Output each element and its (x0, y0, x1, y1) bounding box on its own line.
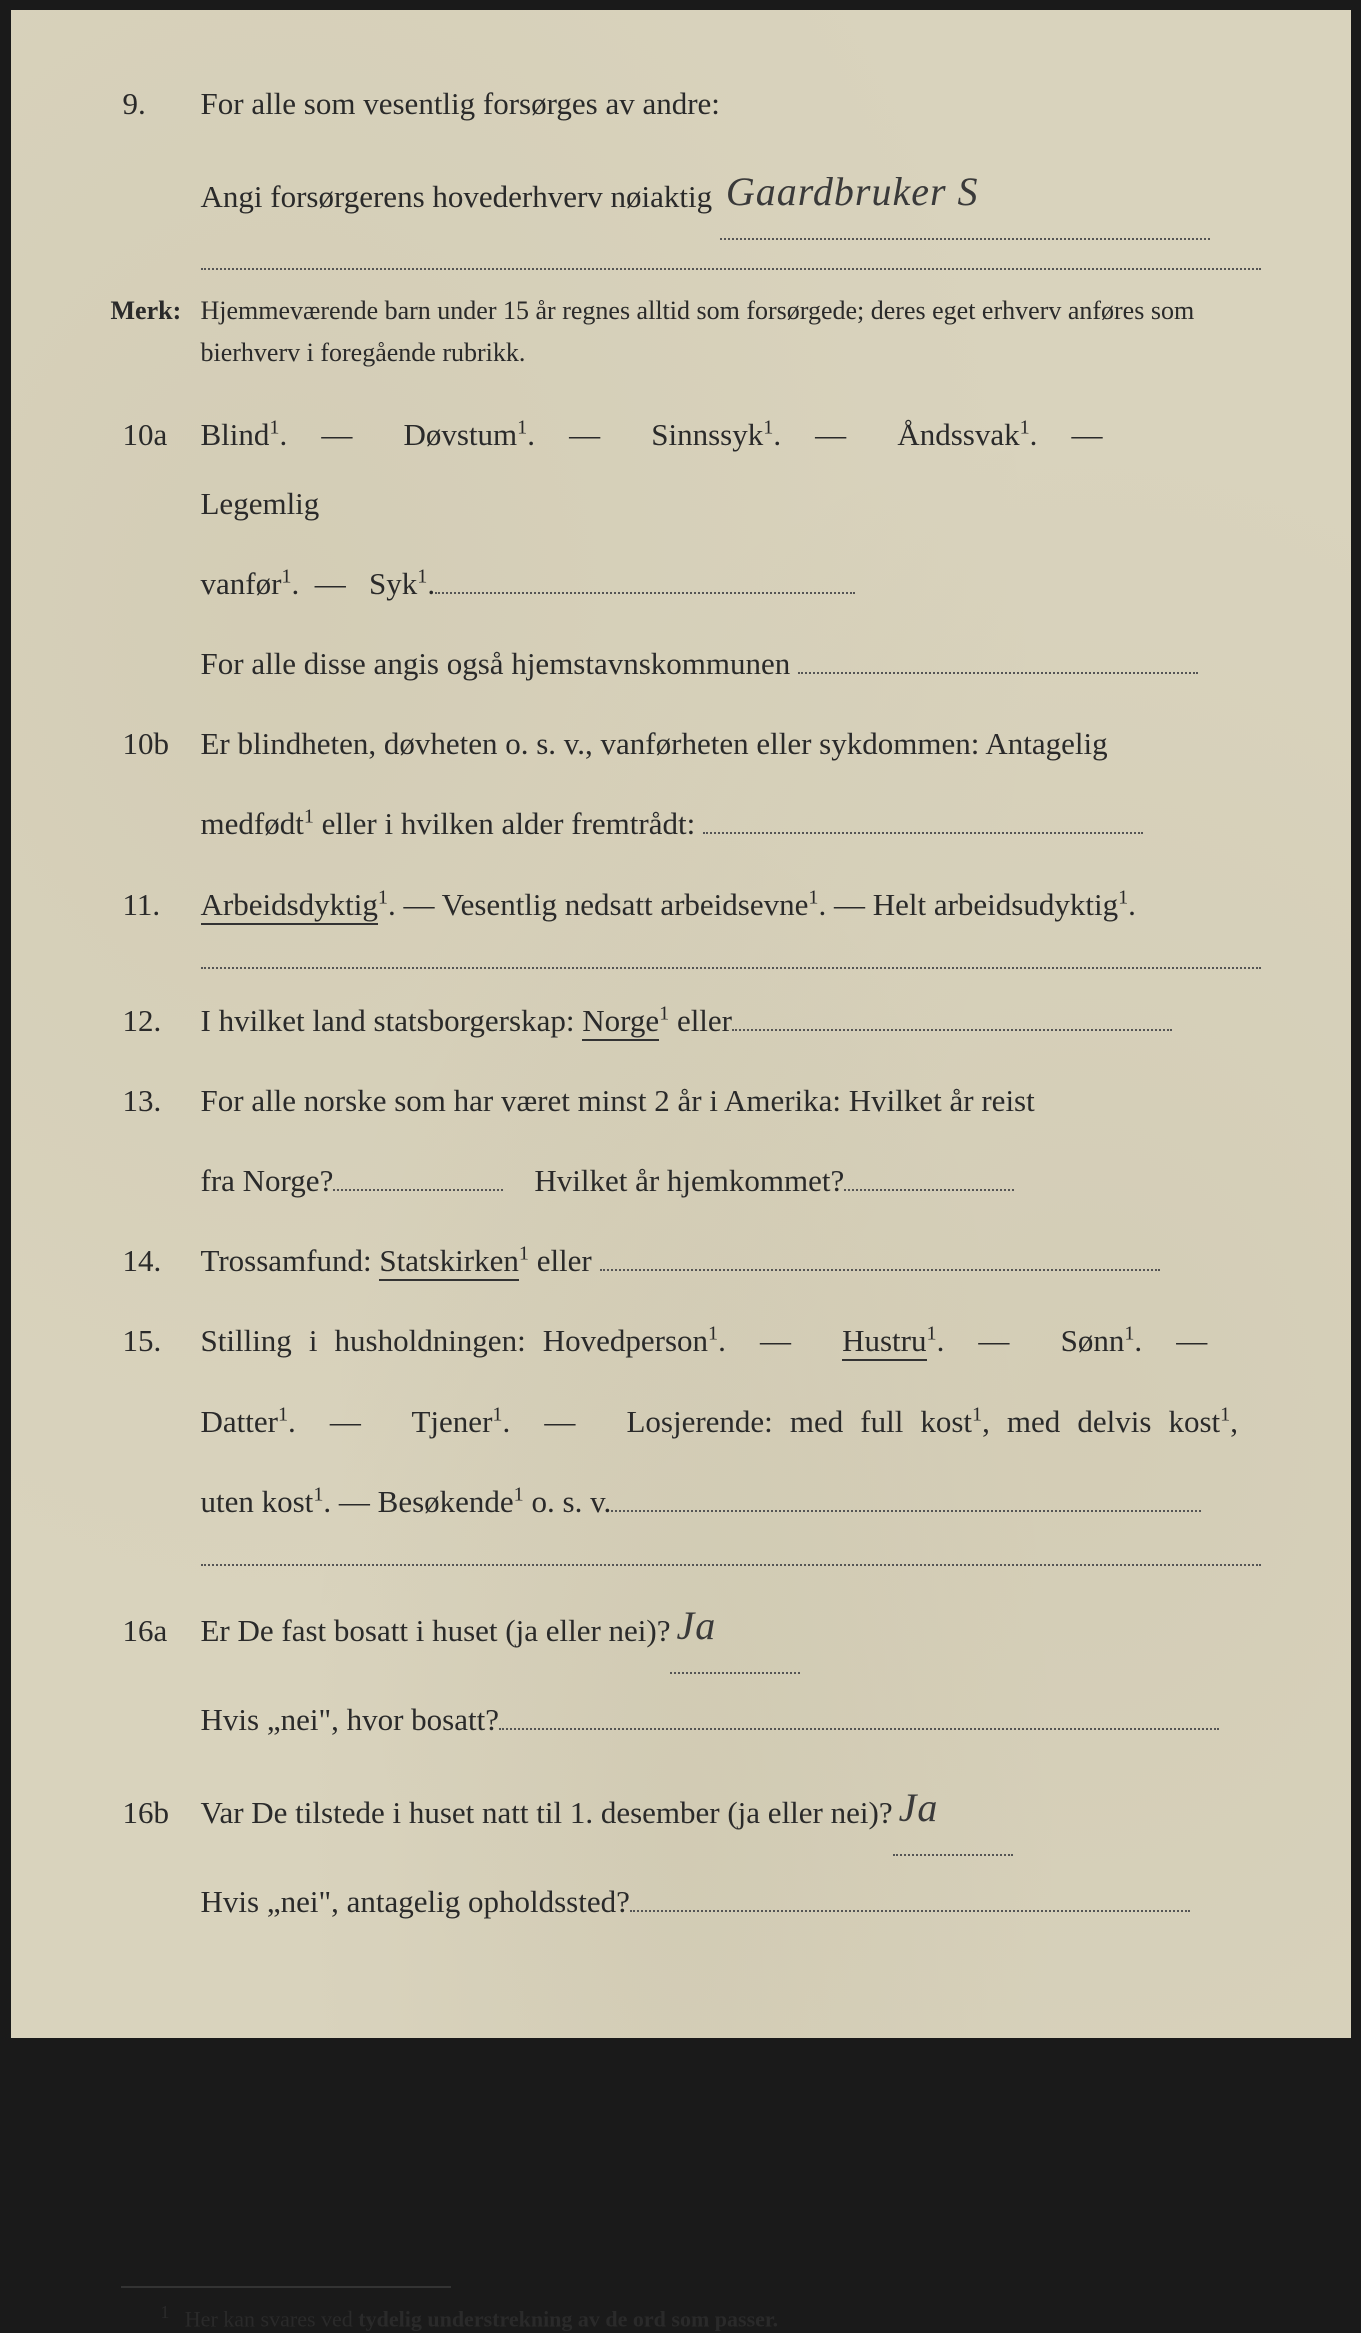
q9-num: 9. (111, 75, 201, 134)
q9-row1: 9. For alle som vesentlig forsørges av a… (111, 70, 1261, 138)
q11-row: 11. Arbeidsdyktig1. — Vesentlig nedsatt … (111, 871, 1261, 939)
q16a-num: 16a (111, 1602, 201, 1661)
q10a-row1: 10a Blind1. — Døvstum1. — Sinnssyk1. — Å… (111, 401, 1261, 537)
q10a-row2: vanfør1. — Syk1. (111, 550, 1261, 618)
q16a-row2: Hvis „nei", hvor bosatt? (111, 1686, 1261, 1754)
q15-hustru-underlined: Hustru (842, 1323, 926, 1361)
q10a-num: 10a (111, 406, 201, 465)
q15-row1: 15. Stilling i husholdningen: Hovedperso… (111, 1307, 1261, 1375)
q9-continuation-line (201, 268, 1261, 270)
q9-line2-pre: Angi forsørgerens hovederhverv nøiaktig (201, 179, 713, 214)
merk-label: Merk: (111, 290, 201, 332)
q11-num: 11. (111, 876, 201, 935)
q16a-handwritten: Ja (670, 1603, 722, 1648)
q12-row: 12. I hvilket land statsborgerskap: Norg… (111, 987, 1261, 1055)
q10b-num: 10b (111, 715, 201, 774)
q13-row1: 13. For alle norske som har været minst … (111, 1067, 1261, 1135)
census-form-page: 9. For alle som vesentlig forsørges av a… (11, 10, 1351, 2038)
merk-text: Hjemmeværende barn under 15 år regnes al… (201, 290, 1261, 373)
q16b-row2: Hvis „nei", antagelig opholdssted? (111, 1868, 1261, 1936)
q16b-row1: 16b Var De tilstede i huset natt til 1. … (111, 1766, 1261, 1856)
q9-row2: Angi forsørgerens hovederhverv nøiaktig … (111, 150, 1261, 240)
q11-continuation-line (201, 967, 1261, 969)
q13-num: 13. (111, 1072, 201, 1131)
q10b-row2: medfødt1 eller i hvilken alder fremtrådt… (111, 790, 1261, 858)
q10b-row1: 10b Er blindheten, døvheten o. s. v., va… (111, 710, 1261, 778)
footnote-rule (121, 2286, 451, 2288)
q16b-num: 16b (111, 1784, 201, 1843)
q9-line1: For alle som vesentlig forsørges av andr… (201, 70, 1261, 138)
q15-row2: Datter1. — Tjener1. — Losjerende: med fu… (111, 1388, 1261, 1456)
q16a-answer-line: Ja (670, 1584, 800, 1674)
q10a-line3: For alle disse angis også hjemstavnskomm… (201, 646, 791, 681)
q14-num: 14. (111, 1232, 201, 1291)
q10b-line1: Er blindheten, døvheten o. s. v., vanfør… (201, 710, 1261, 778)
q11-opt1-underlined: Arbeidsdyktig (201, 887, 378, 925)
q14-row: 14. Trossamfund: Statskirken1 eller (111, 1227, 1261, 1295)
q14-statskirken-underlined: Statskirken (379, 1243, 519, 1281)
q9-answer-line: Gaardbruker S (720, 150, 1210, 240)
q10a-row3: For alle disse angis også hjemstavnskomm… (111, 630, 1261, 698)
q16b-handwritten: Ja (893, 1785, 945, 1830)
q12-norge-underlined: Norge (582, 1003, 659, 1041)
q15-continuation-line (201, 1564, 1261, 1566)
merk-row: Merk: Hjemmeværende barn under 15 år reg… (111, 290, 1261, 373)
q16b-answer-line: Ja (893, 1766, 1013, 1856)
q15-num: 15. (111, 1312, 201, 1371)
q13-row2: fra Norge? Hvilket år hjemkommet? (111, 1147, 1261, 1215)
q9-handwritten: Gaardbruker S (720, 169, 985, 214)
q13-line1: For alle norske som har været minst 2 år… (201, 1067, 1261, 1135)
q10a-opts: Blind1. — Døvstum1. — Sinnssyk1. — Åndss… (201, 401, 1261, 537)
q16a-row1: 16a Er De fast bosatt i huset (ja eller … (111, 1584, 1261, 1674)
q12-num: 12. (111, 992, 201, 1051)
q15-row3: uten kost1. — Besøkende1 o. s. v. (111, 1468, 1261, 1536)
footnote: 1 Her kan svares ved tydelig understrekn… (161, 2302, 1261, 2332)
